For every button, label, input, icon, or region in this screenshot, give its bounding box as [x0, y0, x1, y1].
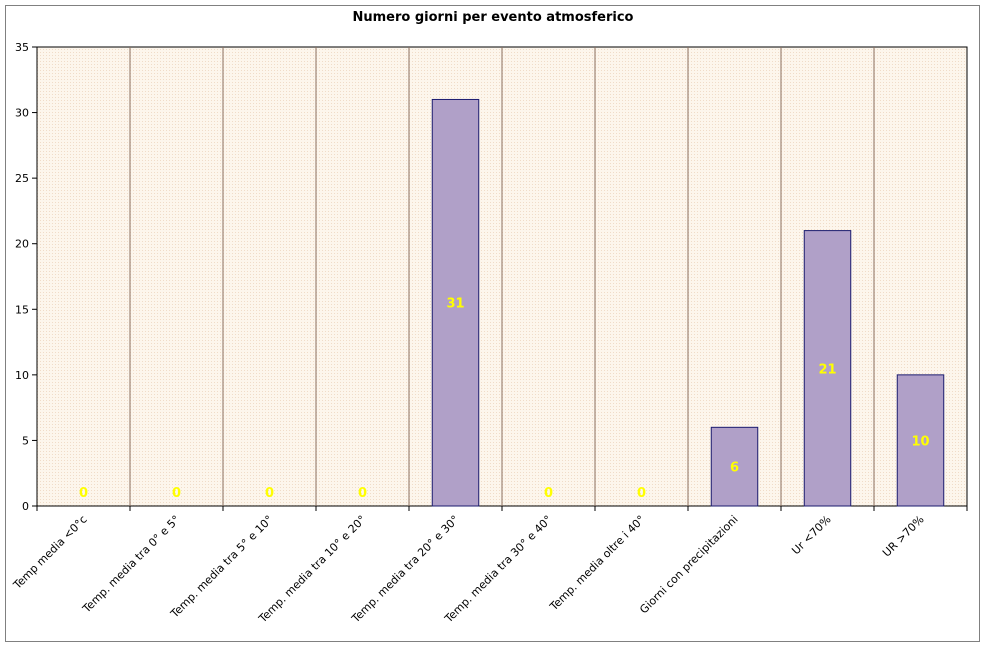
data-label: 6	[730, 461, 739, 476]
bars	[431, 98, 945, 507]
y-tick-label: 20	[15, 238, 29, 251]
category-label: Temp media <0°c	[10, 513, 89, 592]
y-tick-label: 30	[15, 107, 29, 120]
category-label: Temp. media tra 10° e 20°	[256, 513, 369, 626]
bar	[710, 426, 759, 507]
y-tick-label: 0	[22, 500, 29, 513]
category-label: Temp. media oltre i 40°	[547, 513, 648, 614]
data-label: 21	[818, 362, 836, 377]
data-labels: 0 0 0 0 31 0 0 6 21 10	[79, 297, 930, 501]
data-label: 0	[172, 486, 181, 501]
y-axis: 0 5 10 15 20 25 30 35	[15, 41, 37, 513]
category-label: Temp. media tra 5° e 10°	[168, 513, 276, 621]
y-tick-label: 5	[22, 434, 29, 447]
category-label: Giorni con precipitazioni	[637, 513, 740, 616]
bar	[896, 374, 945, 507]
chart-title: Numero giorni per evento atmosferico	[352, 10, 634, 25]
category-label: Temp. media tra 0° e 5°	[79, 513, 182, 616]
y-tick-label: 35	[15, 41, 29, 54]
category-label: UR >70%	[880, 513, 927, 560]
bar	[803, 230, 852, 507]
category-label: Ur <70%	[789, 513, 833, 557]
bar	[431, 98, 480, 507]
data-label: 0	[265, 486, 274, 501]
data-label: 0	[358, 486, 367, 501]
y-tick-label: 10	[15, 369, 29, 382]
category-separators	[129, 47, 875, 506]
data-label: 0	[544, 486, 553, 501]
data-label: 31	[446, 297, 464, 312]
data-label: 0	[637, 486, 646, 501]
data-label: 10	[911, 434, 929, 449]
y-tick-label: 15	[15, 303, 29, 316]
y-tick-label: 25	[15, 172, 29, 185]
category-label: Temp. media tra 20° e 30°	[349, 513, 462, 626]
category-label: Temp. media tra 30° e 40°	[442, 513, 555, 626]
data-label: 0	[79, 486, 88, 501]
